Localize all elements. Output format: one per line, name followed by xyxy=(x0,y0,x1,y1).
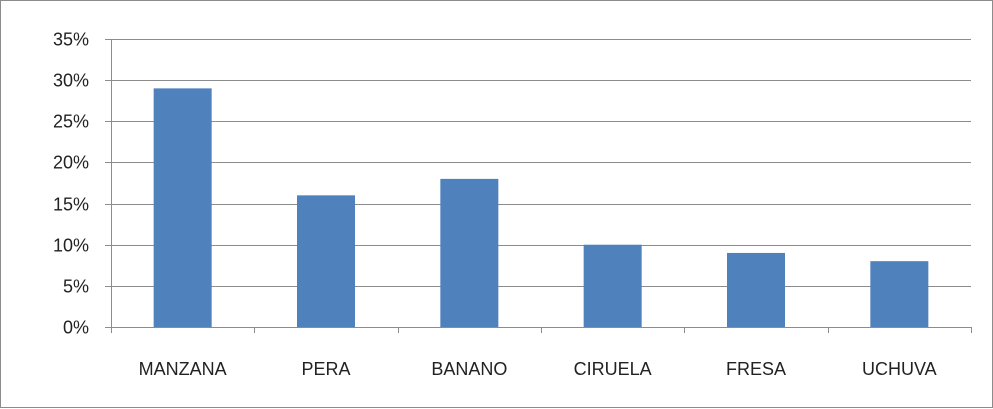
y-tick-label: 30% xyxy=(53,71,89,91)
x-category-label: PERA xyxy=(301,359,350,379)
y-tick-labels: 0% 5% 10% 15% 20% 25% 30% 35% xyxy=(53,30,89,338)
x-category-label: MANZANA xyxy=(139,359,227,379)
y-tick-label: 35% xyxy=(53,30,89,50)
y-tick-label: 0% xyxy=(63,318,89,338)
bar-pera xyxy=(297,195,355,327)
x-category-label: UCHUVA xyxy=(862,359,937,379)
bar-ciruela xyxy=(583,244,642,327)
bar-manzana xyxy=(153,88,212,327)
y-tick-label: 20% xyxy=(53,153,89,173)
bar-banano xyxy=(440,178,499,327)
bar-uchuva xyxy=(870,261,929,327)
y-tick-label: 5% xyxy=(63,277,89,297)
y-tick-label: 25% xyxy=(53,112,89,132)
x-category-label: FRESA xyxy=(726,359,786,379)
axes xyxy=(111,39,972,333)
x-category-label: CIRUELA xyxy=(574,359,652,379)
y-tick-label: 15% xyxy=(53,195,89,215)
bar-fresa xyxy=(727,252,785,327)
y-tick-label: 10% xyxy=(53,236,89,256)
bar-series xyxy=(153,88,929,327)
x-category-labels: MANZANA PERA BANANO CIRUELA FRESA UCHUVA xyxy=(139,359,937,379)
gridlines xyxy=(105,39,971,328)
x-category-label: BANANO xyxy=(431,359,507,379)
